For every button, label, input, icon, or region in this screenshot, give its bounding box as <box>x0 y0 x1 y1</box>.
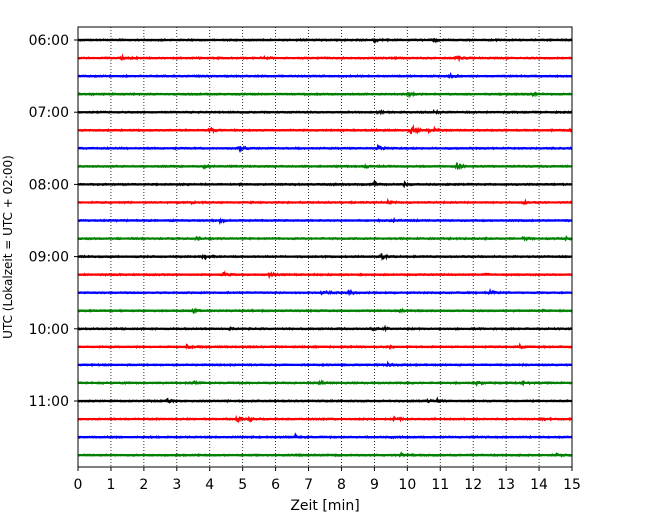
x-tick-label: 12 <box>464 477 482 493</box>
seismic-trace <box>77 216 573 226</box>
x-tick-label: 8 <box>337 477 346 493</box>
seismic-trace <box>77 288 573 297</box>
seismic-trace <box>77 178 573 189</box>
x-axis-ticks: 0 1 2 3 4 5 6 7 8 9 10 11 12 13 14 15 <box>74 467 581 493</box>
seismic-trace <box>77 379 573 388</box>
seismic-trace <box>77 162 573 171</box>
y-tick-label: 08:00 <box>29 177 69 193</box>
y-tick-label: 09:00 <box>29 250 69 266</box>
seismic-trace <box>77 360 573 368</box>
seismic-trace <box>77 414 573 423</box>
seismic-trace <box>77 53 573 63</box>
x-tick-label: 10 <box>398 477 416 493</box>
seismic-trace <box>77 396 573 404</box>
x-tick-label: 15 <box>563 477 581 493</box>
x-tick-label: 11 <box>431 477 449 493</box>
seismic-trace <box>77 342 573 351</box>
trace-layer <box>77 37 573 458</box>
seismic-trace <box>77 270 573 280</box>
seismic-trace <box>77 108 573 116</box>
x-tick-label: 3 <box>172 477 181 493</box>
y-tick-label: 10:00 <box>29 322 69 338</box>
seismic-trace <box>77 235 573 242</box>
plot-frame <box>77 26 573 468</box>
y-axis-ticks: 06:00 07:00 08:00 09:00 10:00 11:00 <box>29 33 78 410</box>
seismic-trace <box>77 451 573 458</box>
x-tick-label: 0 <box>74 477 83 493</box>
y-axis-label: UTC (Lokalzeit = UTC + 02:00) <box>1 155 15 339</box>
y-tick-label: 07:00 <box>29 105 69 121</box>
seismic-trace <box>77 143 573 153</box>
seismic-trace <box>77 37 573 45</box>
x-axis-label: Zeit [min] <box>290 498 359 514</box>
grid-lines <box>110 27 540 467</box>
x-tick-label: 4 <box>205 477 214 493</box>
x-tick-label: 7 <box>304 477 313 493</box>
x-tick-label: 1 <box>106 477 115 493</box>
x-tick-label: 6 <box>271 477 280 493</box>
x-tick-label: 13 <box>497 477 515 493</box>
seismic-trace <box>77 123 573 135</box>
y-tick-label: 11:00 <box>29 394 69 410</box>
seismic-trace <box>77 197 573 206</box>
x-tick-label: 5 <box>238 477 247 493</box>
seismic-trace <box>77 432 573 440</box>
seismic-trace <box>77 253 573 261</box>
seismic-trace <box>77 90 573 99</box>
x-tick-label: 14 <box>530 477 548 493</box>
seismic-trace <box>77 71 573 80</box>
y-tick-label: 06:00 <box>29 33 69 49</box>
x-tick-label: 9 <box>370 477 379 493</box>
seismic-trace <box>77 307 573 315</box>
seismic-trace <box>77 324 573 333</box>
x-tick-label: 2 <box>139 477 148 493</box>
